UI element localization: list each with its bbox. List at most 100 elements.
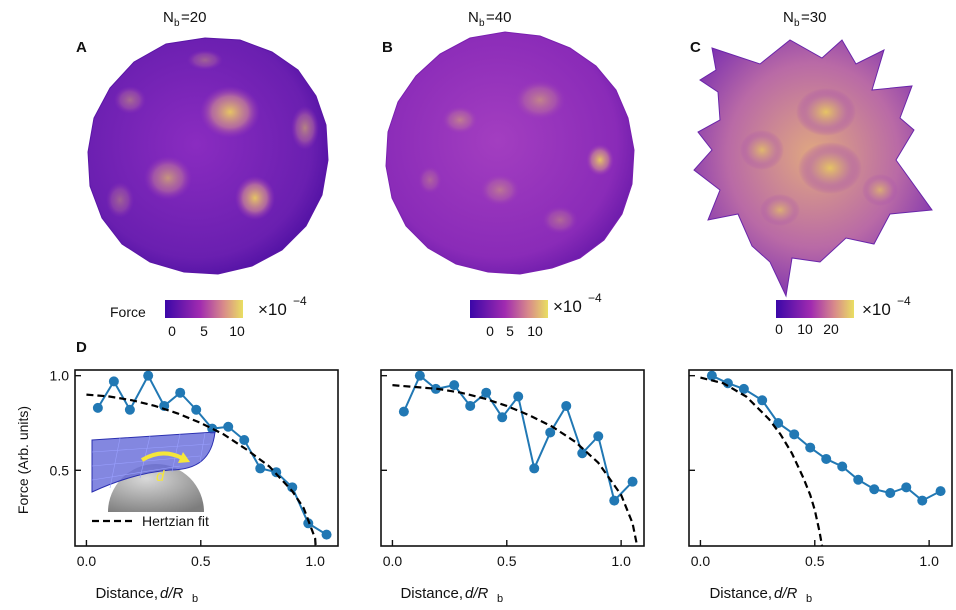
colorbar-b: 0 5 10 ×10 −4 — [470, 291, 602, 339]
colorbar-a-exponent-base: ×10 — [258, 300, 287, 319]
x-tick-label: 0.0 — [77, 553, 97, 569]
panel-letter-b: B — [382, 39, 393, 56]
deformed-sphere-c — [693, 39, 933, 298]
panel-letter-a: A — [76, 39, 87, 56]
xlabel-1-var: d/R — [160, 585, 184, 602]
plot-frame — [688, 369, 953, 547]
data-point — [321, 529, 332, 540]
data-point — [175, 387, 186, 398]
colorbar-a-exponent-power: −4 — [293, 294, 307, 308]
force-plot-1: 0.0 0.5 1.0 0.5 1.0 — [50, 368, 339, 569]
panel-a-title-value: =20 — [181, 9, 206, 26]
data-point — [108, 376, 119, 387]
x-tick-label: 1.0 — [611, 553, 631, 569]
x-tick-label: 0.5 — [497, 553, 517, 569]
panel-c-title: N b =30 — [783, 9, 826, 29]
data-point — [92, 402, 103, 413]
data-point — [917, 495, 928, 506]
colorbar-c-exponent-base: ×10 — [862, 300, 891, 319]
colorbar-a-gradient — [165, 300, 243, 318]
panel-a-title: N b =20 — [163, 9, 206, 29]
colorbar-a-tick-2: 5 — [200, 323, 208, 339]
data-point — [271, 467, 282, 478]
data-point — [627, 476, 638, 487]
colorbar-a-tick-1: 0 — [168, 323, 176, 339]
xlabel-1-text: Distance, — [95, 585, 158, 602]
x-tick-label: 1.0 — [919, 553, 939, 569]
data-point — [255, 463, 266, 474]
colorbar-a-label: Force — [110, 304, 146, 320]
data-point — [722, 378, 733, 389]
inset-arrow-head — [178, 452, 190, 463]
inset-mesh-surface — [91, 431, 216, 493]
xlabel-2-text: Distance, — [400, 585, 463, 602]
force-plot-3: 0.0 0.5 1.0 — [688, 369, 953, 569]
x-tick-label: 0.0 — [691, 553, 711, 569]
colorbar-b-exponent-power: −4 — [588, 291, 602, 305]
data-point — [706, 370, 717, 381]
panel-a-title-sub: b — [174, 18, 180, 29]
y-tick-label: 0.5 — [50, 462, 70, 478]
legend: Hertzian fit — [92, 513, 209, 529]
colorbar-a: Force 0 5 10 ×10 −4 — [110, 294, 307, 339]
xlabel-3-var: d/R — [774, 585, 798, 602]
panel-letter-c: C — [690, 39, 701, 56]
colorbar-b-exponent-base: ×10 — [553, 297, 582, 316]
xlabel-2-var: d/R — [465, 585, 489, 602]
panel-c-title-sub: b — [794, 18, 800, 29]
panel-b-title-sub: b — [479, 18, 485, 29]
data-point — [901, 482, 912, 493]
data-point — [430, 383, 441, 394]
data-point — [593, 431, 604, 442]
plot-frame — [74, 369, 339, 547]
data-point — [529, 463, 540, 474]
data-point — [287, 482, 298, 493]
legend-fit-label: Hertzian fit — [142, 513, 209, 529]
data-point — [577, 448, 588, 459]
xlabel-3-text: Distance, — [709, 585, 772, 602]
colorbar-b-tick-1: 0 — [486, 323, 494, 339]
x-tick-label: 0.5 — [805, 553, 825, 569]
data-point — [738, 383, 749, 394]
data-series-line — [711, 374, 942, 502]
hertzian-fit-line — [700, 376, 824, 546]
data-point — [481, 387, 492, 398]
force-plot-2: 0.0 0.5 1.0 — [380, 369, 645, 569]
data-point — [885, 488, 896, 499]
colorbar-c: 0 10 20 ×10 −4 — [775, 294, 911, 337]
xlabel-1-sub: b — [192, 593, 198, 605]
x-tick-label: 0.5 — [191, 553, 211, 569]
data-point — [191, 404, 202, 415]
data-point — [159, 400, 170, 411]
data-point — [853, 474, 864, 485]
inset-arrow — [140, 451, 183, 462]
data-point — [757, 395, 768, 406]
data-point — [561, 400, 572, 411]
plot-frame — [380, 369, 645, 547]
deformed-sphere-a — [87, 37, 329, 275]
data-point — [513, 391, 524, 402]
x-tick-label: 0.0 — [383, 553, 403, 569]
colorbar-b-tick-3: 10 — [527, 323, 543, 339]
data-point — [449, 380, 460, 391]
data-point — [143, 370, 154, 381]
y-tick-label: 1.0 — [50, 368, 70, 384]
colorbar-b-gradient — [470, 300, 548, 318]
panel-a-title-n: N — [163, 9, 174, 26]
data-point — [935, 486, 946, 497]
panel-b-title-n: N — [468, 9, 479, 26]
panel-letter-d: D — [76, 339, 87, 356]
deformed-sphere-b — [385, 31, 635, 275]
data-point — [223, 421, 234, 432]
colorbar-c-exponent-power: −4 — [897, 294, 911, 308]
colorbar-c-tick-1: 0 — [775, 321, 783, 337]
contact-inset: d — [91, 431, 216, 512]
data-point — [773, 417, 784, 428]
hertzian-fit-line — [86, 393, 317, 546]
hertzian-fit-line — [392, 384, 639, 546]
inset-label-d: d — [156, 468, 165, 485]
panel-b-title-value: =40 — [486, 9, 511, 26]
data-point — [837, 461, 848, 472]
colorbar-a-tick-3: 10 — [229, 323, 245, 339]
